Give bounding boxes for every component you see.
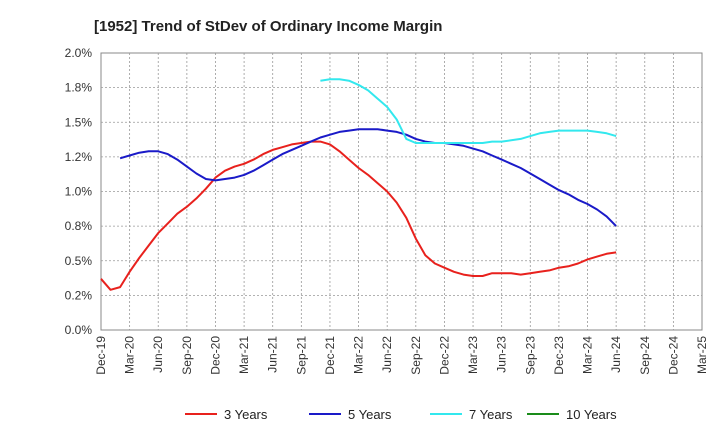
x-tick-label: Dec-23 <box>552 336 566 375</box>
y-tick-label: 0.2% <box>65 288 93 302</box>
x-tick-label: Mar-21 <box>237 336 251 374</box>
x-tick-label: Dec-22 <box>437 336 451 375</box>
x-tick-label: Sep-23 <box>523 336 537 375</box>
x-tick-label: Sep-22 <box>409 336 423 375</box>
y-tick-label: 1.0% <box>65 185 93 199</box>
x-tick-label: Mar-20 <box>123 336 137 374</box>
x-tick-label: Dec-20 <box>208 336 222 375</box>
legend-label: 10 Years <box>566 407 617 422</box>
series-line-5-years <box>119 128 617 227</box>
y-tick-label: 0.5% <box>65 254 93 268</box>
y-tick-label: 1.8% <box>65 81 93 95</box>
x-tick-label: Mar-24 <box>581 336 595 374</box>
y-tick-label: 0.0% <box>65 323 93 337</box>
x-tick-label: Mar-23 <box>466 336 480 374</box>
x-tick-label: Mar-22 <box>352 336 366 374</box>
x-tick-label: Dec-21 <box>323 336 337 375</box>
x-tick-label: Jun-23 <box>495 336 509 373</box>
x-tick-label: Jun-21 <box>266 336 280 373</box>
chart-title: [1952] Trend of StDev of Ordinary Income… <box>94 18 442 35</box>
series-line-7-years <box>320 78 617 144</box>
x-tick-label: Sep-20 <box>180 336 194 375</box>
x-tick-label: Sep-24 <box>638 336 652 375</box>
legend-label: 3 Years <box>224 407 268 422</box>
series-line-3-years <box>100 140 617 291</box>
x-tick-label: Sep-21 <box>294 336 308 375</box>
legend-label: 7 Years <box>469 407 513 422</box>
x-tick-label: Jun-24 <box>609 336 623 373</box>
legend-label: 5 Years <box>348 407 392 422</box>
y-tick-label: 0.8% <box>65 219 93 233</box>
y-tick-label: 1.5% <box>65 115 93 129</box>
x-tick-label: Jun-22 <box>380 336 394 373</box>
x-tick-label: Dec-19 <box>94 336 108 375</box>
x-tick-label: Dec-24 <box>666 336 680 375</box>
y-tick-label: 1.2% <box>65 150 93 164</box>
x-tick-label: Jun-20 <box>151 336 165 373</box>
x-tick-label: Mar-25 <box>695 336 709 374</box>
y-tick-label: 2.0% <box>65 46 93 60</box>
